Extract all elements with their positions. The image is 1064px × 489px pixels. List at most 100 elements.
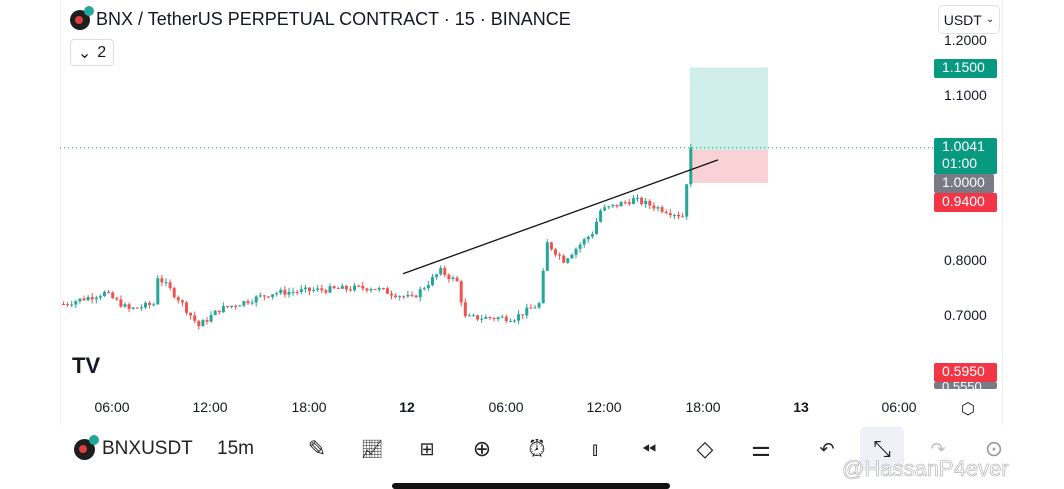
candle-body xyxy=(459,281,463,303)
replay-icon[interactable]: ⏪︎ xyxy=(641,438,657,459)
candle-body xyxy=(595,221,598,235)
bnx-logo-icon xyxy=(70,5,94,30)
redo-icon[interactable]: ↷ xyxy=(930,438,946,459)
candle-body xyxy=(336,288,340,290)
indicators-toggle[interactable]: ⌄ 2 xyxy=(70,39,114,66)
candle-body xyxy=(361,285,365,289)
layers-icon[interactable]: ◇ xyxy=(696,436,714,461)
symbol-button[interactable]: BNXUSDT xyxy=(102,438,193,459)
candle-body xyxy=(472,315,475,317)
add-plus-icon[interactable]: ⊕ xyxy=(472,436,492,461)
candle-body xyxy=(98,296,102,298)
candle-body xyxy=(291,291,295,293)
symbol-logo-icon xyxy=(72,427,99,471)
candle-body xyxy=(422,288,426,290)
candle-body xyxy=(172,288,176,298)
candle-body xyxy=(189,312,193,316)
candle-body xyxy=(123,304,127,307)
candle-body xyxy=(607,206,611,208)
candle-body xyxy=(443,267,447,275)
candle-body xyxy=(320,288,324,291)
bottom-toolbar: BNXUSDT 15m ✎ 📈︎ ⊞ ⊕ ⏰︎ ⫾ ⏪︎ ◇ ⚌ ↶ ⤡ ↷ ⊙ xyxy=(60,427,1003,471)
candle-body xyxy=(414,295,418,298)
candle-body xyxy=(652,205,656,209)
candlestick-chart[interactable]: TV xyxy=(0,0,1064,425)
layouts-grid-icon[interactable]: ⊞ xyxy=(419,438,435,459)
candle-body xyxy=(156,278,160,305)
candle-body xyxy=(615,204,619,207)
candle-body xyxy=(537,303,541,308)
candle-body xyxy=(574,248,578,255)
candle-body xyxy=(636,197,639,199)
symbol-title: BNX / TetherUS PERPETUAL CONTRACT · 15 ·… xyxy=(70,5,571,30)
candle-body xyxy=(631,198,635,205)
candle-body xyxy=(230,305,234,308)
candle-body xyxy=(410,294,414,296)
alarm-icon[interactable]: ⏰︎ xyxy=(528,436,546,461)
candle-body xyxy=(262,295,266,297)
candle-body xyxy=(250,302,254,304)
candle-body xyxy=(558,254,562,256)
candle-body xyxy=(82,298,86,301)
candle-body xyxy=(238,305,242,307)
candle-body xyxy=(119,299,123,307)
candle-body xyxy=(685,184,689,217)
candle-style-icon[interactable]: ⫾ xyxy=(592,438,598,459)
candle-body xyxy=(111,292,115,299)
candle-body xyxy=(94,297,98,300)
candle-body xyxy=(131,307,135,309)
candle-body xyxy=(545,242,549,271)
candle-body xyxy=(213,310,217,316)
undo-icon[interactable]: ↶ xyxy=(819,438,835,459)
candle-body xyxy=(603,207,607,211)
candle-body xyxy=(513,320,516,322)
candle-body xyxy=(246,301,250,304)
interval-button[interactable]: 15m xyxy=(217,438,254,459)
candle-body xyxy=(217,310,221,313)
candle-body xyxy=(402,296,406,298)
last-price: 1.0041 xyxy=(942,138,985,154)
candle-body xyxy=(135,307,139,309)
candle-body xyxy=(144,302,147,308)
candle-body xyxy=(541,270,545,304)
candle-body xyxy=(287,291,291,295)
candle-body xyxy=(381,288,385,290)
settings-icon[interactable]: ⬡ xyxy=(961,401,975,418)
candle-body xyxy=(668,213,672,216)
stop-loss-label: 0.9400 xyxy=(934,193,997,212)
chart-pane[interactable] xyxy=(60,0,1003,425)
candle-body xyxy=(431,276,434,286)
time-tick: 06:00 xyxy=(94,399,130,415)
candle-body xyxy=(554,249,557,255)
candle-body xyxy=(623,202,627,204)
candle-body xyxy=(406,294,410,297)
candle-body xyxy=(107,291,111,293)
hidden-marker-label: 0.5550 xyxy=(934,382,997,389)
candle-body xyxy=(619,202,623,207)
indicators-icon[interactable]: 📈︎ xyxy=(360,438,384,459)
candle-body xyxy=(656,207,660,209)
title-text: BNX / TetherUS PERPETUAL CONTRACT · 15 ·… xyxy=(96,9,571,29)
candle-body xyxy=(492,317,496,320)
price-tick: 0.7000 xyxy=(944,307,987,323)
settings-sliders-icon[interactable]: ⚌ xyxy=(751,436,771,461)
fullscreen-exit-icon[interactable]: ⤡ xyxy=(860,427,904,471)
candle-body xyxy=(267,296,270,298)
candle-body xyxy=(508,321,512,323)
more-icon[interactable]: ⊙ xyxy=(985,436,1003,461)
candle-body xyxy=(258,295,262,297)
candle-body xyxy=(496,317,500,320)
drawing-tools-icon[interactable]: ✎ xyxy=(307,436,327,461)
candle-body xyxy=(168,282,172,289)
candle-body xyxy=(271,294,275,298)
currency-select[interactable]: USDT ⌄ xyxy=(938,5,1000,34)
price-tick: 1.2000 xyxy=(944,32,987,48)
candle-body xyxy=(62,304,65,305)
candle-body xyxy=(148,302,152,305)
candle-body xyxy=(644,200,648,205)
bar-countdown: 01:00 xyxy=(942,155,978,171)
candle-body xyxy=(127,304,131,309)
chevron-down-icon: ⌄ xyxy=(985,14,995,25)
candle-body xyxy=(582,239,586,245)
candle-body xyxy=(70,304,74,306)
